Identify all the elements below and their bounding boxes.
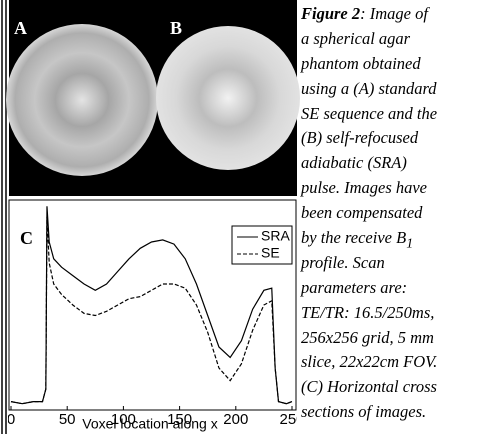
- caption-line: phantom obtained: [301, 52, 491, 77]
- figure-graphics: A B C050100150200250SRASE Voxel location…: [0, 0, 300, 434]
- caption-text: TE/TR: 16.5/250ms,: [301, 303, 434, 322]
- x-tick-label: 200: [223, 411, 248, 428]
- caption-line: pulse. Images have: [301, 176, 491, 201]
- caption-text: adiabatic (SRA): [301, 153, 407, 172]
- caption-text: pulse. Images have: [301, 178, 427, 197]
- caption-text: parameters are:: [301, 278, 407, 297]
- caption-line: (B) self-refocused: [301, 126, 491, 151]
- caption-line: a spherical agar: [301, 27, 491, 52]
- caption-line: TE/TR: 16.5/250ms,: [301, 301, 491, 326]
- caption-subscript: 1: [406, 235, 413, 250]
- caption-line: using a (A) standard: [301, 77, 491, 102]
- caption-text: by the receive B: [301, 228, 406, 247]
- caption-line: Figure 2: Image of: [301, 2, 491, 27]
- caption-line: profile. Scan: [301, 251, 491, 276]
- caption-text: slice, 22x22cm FOV.: [301, 352, 437, 371]
- caption-text: a spherical agar: [301, 29, 410, 48]
- caption: Figure 2: Image of a spherical agar phanto…: [301, 2, 491, 425]
- caption-text: using a (A) standard: [301, 79, 437, 98]
- caption-line: been compensated: [301, 201, 491, 226]
- caption-text: (B) self-refocused: [301, 128, 418, 147]
- caption-line: parameters are:: [301, 276, 491, 301]
- caption-text: SE sequence and the: [301, 104, 437, 123]
- figure: A B C050100150200250SRASE Voxel location…: [0, 0, 492, 434]
- caption-line: by the receive B1: [301, 226, 491, 251]
- caption-text: profile. Scan: [301, 253, 385, 272]
- caption-text: phantom obtained: [301, 54, 421, 73]
- caption-label: Figure 2: [301, 4, 360, 23]
- caption-text: 256x256 grid, 5 mm: [301, 328, 434, 347]
- caption-line: sections of images.: [301, 400, 491, 425]
- x-tick-label: 50: [59, 411, 76, 428]
- x-tick-label: 0: [7, 411, 15, 428]
- caption-line: (C) Horizontal cross: [301, 375, 491, 400]
- legend-label: SE: [261, 245, 280, 261]
- legend-label: SRA: [261, 228, 290, 244]
- caption-line: slice, 22x22cm FOV.: [301, 350, 491, 375]
- panel-label: A: [14, 18, 27, 38]
- panel-label: B: [170, 18, 182, 38]
- caption-line: adiabatic (SRA): [301, 151, 491, 176]
- x-axis-label: Voxel location along x: [82, 416, 217, 432]
- phantom-image-b: [156, 26, 300, 170]
- caption-line: 256x256 grid, 5 mm: [301, 326, 491, 351]
- caption-text: sections of images.: [301, 402, 426, 421]
- caption-line: SE sequence and the: [301, 102, 491, 127]
- caption-text: been compensated: [301, 203, 422, 222]
- panel-label: C: [20, 228, 33, 248]
- caption-text: (C) Horizontal cross: [301, 377, 437, 396]
- phantom-image-a: [6, 24, 158, 176]
- x-tick-label: 250: [279, 411, 300, 428]
- caption-text: : Image of: [360, 4, 428, 23]
